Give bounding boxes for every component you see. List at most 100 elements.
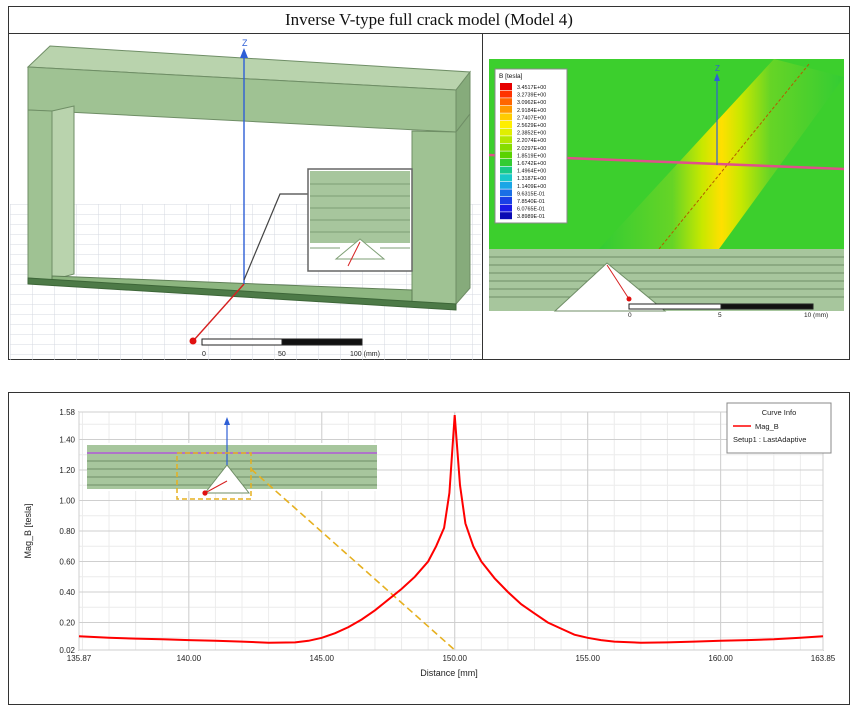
scale-bar-white (628, 303, 722, 310)
field-high-band (599, 59, 844, 249)
legend-color-swatch (500, 197, 512, 204)
legend-color-swatch (500, 212, 512, 220)
inset-crack-notch (203, 464, 251, 494)
legend-setup: Setup1 : LastAdaptive (733, 435, 806, 444)
y-tick-label: 0.20 (59, 619, 75, 628)
y-tick-label: 1.00 (59, 496, 75, 505)
legend-value-label: 3.4517E+00 (517, 85, 546, 91)
x-tick-labels: 135.87 140.00 145.00 150.00 155.00 160.00 163.… (67, 654, 836, 663)
legend-color-swatch (500, 151, 512, 159)
legend-color-swatch (500, 121, 512, 128)
y-axis-label: Mag_B [tesla] (23, 503, 33, 558)
legend-color-swatch (500, 98, 512, 106)
scale-tick-100: 100 (mm) (350, 351, 380, 358)
z-arrowhead (240, 48, 248, 58)
scale-tick-0: 0 (628, 312, 632, 319)
layer-stack (489, 249, 844, 312)
scale-tick-5: 5 (718, 312, 722, 319)
legend-color-swatch (500, 136, 512, 144)
legend-color-swatch (500, 143, 512, 151)
inset-leader-line (250, 468, 456, 651)
origin-dot (189, 337, 197, 345)
frame-left-leg (27, 109, 53, 281)
scale-tick-10: 10 (mm) (804, 312, 828, 319)
mag-b-line-chart: 0.02 0.20 0.40 0.60 0.80 1.00 1.20 1.40 1.58 135… (23, 402, 836, 678)
legend-title: Curve Info (762, 408, 797, 417)
legend-value-label: 3.0962E+00 (517, 100, 546, 106)
left-3d-view: Z 0 50 100 (mm) (10, 38, 481, 360)
x-tick-label: 163.85 (811, 654, 836, 663)
chart-inset (87, 417, 377, 500)
z-arrowhead (714, 73, 720, 81)
grid-lines (78, 411, 824, 651)
legend-color-swatch (500, 181, 512, 189)
inset-layers (310, 171, 410, 267)
y-tick-label: 0.40 (59, 588, 75, 597)
y-tick-label: 1.20 (59, 466, 75, 475)
legend-value-label: 2.7407E+00 (517, 115, 546, 121)
legend-value-label: 1.1409E+00 (517, 184, 546, 190)
legend-color-swatch (500, 159, 512, 166)
x-axis-label: Distance [mm] (420, 668, 478, 678)
inset-leader (243, 193, 308, 281)
chart-panel: 0.02 0.20 0.40 0.60 0.80 1.00 1.20 1.40 1.58 135… (8, 392, 850, 705)
x-tick-label: 145.00 (310, 654, 335, 663)
scale-bar-white (201, 338, 283, 346)
legend-color-swatch (500, 189, 512, 197)
x-tick-label: 150.00 (442, 654, 467, 663)
legend-value-label: 1.6742E+00 (517, 161, 546, 167)
legend-value-label: 2.5629E+00 (517, 123, 546, 129)
x-axis (193, 283, 245, 341)
scale-tick-50: 50 (278, 351, 286, 358)
frame-right-leg-side (455, 112, 471, 306)
x-tick-label: 160.00 (708, 654, 733, 663)
y-tick-labels: 0.02 0.20 0.40 0.60 0.80 1.00 1.20 1.40 1.58 (59, 408, 75, 655)
color-legend: B [tesla] 3.4517E+00 3.2739E+003.0962E+00… (494, 68, 568, 224)
y-tick-label: 0.02 (59, 646, 75, 655)
right-field-view: Z B [tesla] 3.4517E+00 3.2739E+003.0962E+… (489, 59, 844, 319)
legend-color-swatch (500, 174, 512, 182)
series-mag-b-line (78, 415, 824, 644)
x-tick-label: 140.00 (177, 654, 202, 663)
z-axis-label: Z (715, 64, 720, 73)
legend-color-swatch (500, 204, 512, 212)
legend-color-swatch (500, 166, 512, 174)
legend-value-label: 6.0765E-01 (517, 207, 545, 213)
panel-divider (482, 33, 483, 360)
scale-bar-black (281, 338, 363, 346)
frame-bottom-stack (27, 277, 457, 311)
legend-title: B [tesla] (499, 73, 523, 80)
inset-highlight-box (176, 452, 252, 500)
scale-tick-0: 0 (202, 351, 206, 358)
legend-series-name: Mag_B (755, 422, 779, 431)
figure-title: Inverse V-type full crack model (Model 4… (9, 7, 849, 34)
legend-value-label: 2.3852E+00 (517, 131, 546, 137)
z-axis-label: Z (242, 38, 248, 48)
legend-value-label: 2.0297E+00 (517, 146, 546, 152)
legend-value-label: 3.8989E-01 (517, 214, 545, 220)
legend-value-label: 1.8519E+00 (517, 153, 546, 159)
crack-notch (553, 262, 667, 312)
legend-color-swatch (500, 128, 512, 136)
legend-color-swatch (500, 113, 512, 121)
y-tick-label: 1.40 (59, 435, 75, 444)
curve-info-legend: Curve Info Mag_B Setup1 : LastAdaptive (726, 402, 832, 454)
y-tick-label: 1.58 (59, 408, 75, 417)
legend-value-label: 2.2074E+00 (517, 138, 546, 144)
model-figure-panel: Inverse V-type full crack model (Model 4… (8, 6, 850, 360)
x-tick-label: 155.00 (575, 654, 600, 663)
y-tick-label: 0.60 (59, 558, 75, 567)
scale-bar-black (720, 303, 814, 310)
legend-value-label: 9.6315E-01 (517, 191, 545, 197)
legend-value-label: 7.8540E-01 (517, 199, 545, 205)
origin-dot (626, 296, 632, 302)
legend-value-label: 3.2739E+00 (517, 93, 546, 99)
x-tick-label: 135.87 (67, 654, 92, 663)
legend-value-label: 1.3187E+00 (517, 176, 546, 182)
legend-value-label: 1.4964E+00 (517, 169, 546, 175)
legend-color-swatch (500, 90, 512, 98)
y-tick-label: 0.80 (59, 527, 75, 536)
legend-color-swatch (500, 105, 512, 113)
legend-value-label: 2.9184E+00 (517, 108, 546, 114)
legend-color-swatch (500, 83, 512, 90)
